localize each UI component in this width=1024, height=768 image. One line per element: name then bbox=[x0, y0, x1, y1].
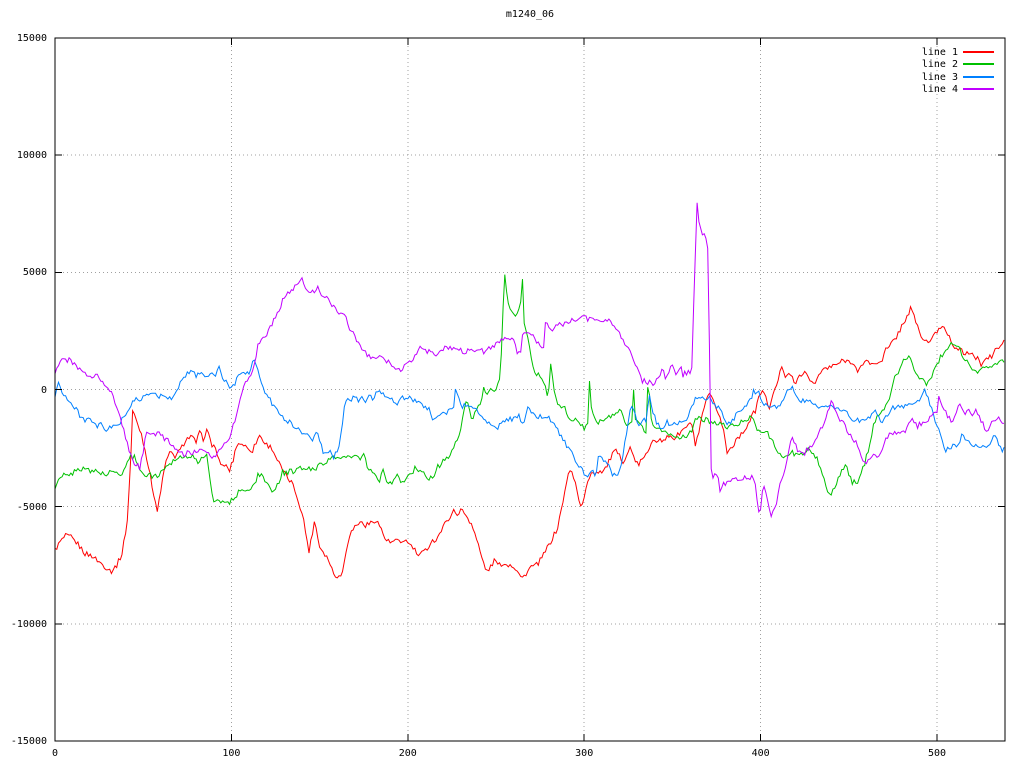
y-tick-label: 10000 bbox=[16, 150, 47, 162]
x-tick-label: 400 bbox=[751, 748, 770, 759]
y-tick-label: -10000 bbox=[10, 618, 47, 630]
chart-title: m1240_06 bbox=[505, 9, 555, 20]
x-tick-label: 300 bbox=[575, 748, 594, 759]
y-tick-label: 15000 bbox=[16, 33, 47, 44]
x-tick-label: 500 bbox=[927, 748, 947, 759]
y-tick-label: 0 bbox=[40, 384, 47, 396]
y-tick-label: 5000 bbox=[22, 267, 47, 279]
x-tick-label: 200 bbox=[398, 748, 417, 759]
x-tick-label: 0 bbox=[51, 748, 59, 759]
legend-line-sample-line-4 bbox=[963, 88, 994, 91]
series-line-3 bbox=[54, 359, 1005, 478]
y-tick-label: -15000 bbox=[10, 736, 47, 747]
legend-label-line-4: line 4 bbox=[921, 84, 958, 96]
legend-line-sample-line-3 bbox=[963, 75, 994, 78]
y-tick-label: -5000 bbox=[16, 501, 47, 513]
legend-label-line-2: line 2 bbox=[921, 59, 958, 71]
x-tick-label: 100 bbox=[222, 748, 241, 759]
series-line-1 bbox=[54, 305, 1005, 579]
legend-label-line-3: line 3 bbox=[921, 71, 958, 83]
legend-line-sample-line-2 bbox=[963, 63, 994, 66]
series-line-2 bbox=[54, 274, 1005, 506]
series-line-4 bbox=[54, 202, 1005, 519]
plot-border bbox=[54, 37, 1006, 742]
legend-label-line-1: line 1 bbox=[921, 47, 958, 58]
legend-line-sample-line-1 bbox=[963, 51, 994, 53]
